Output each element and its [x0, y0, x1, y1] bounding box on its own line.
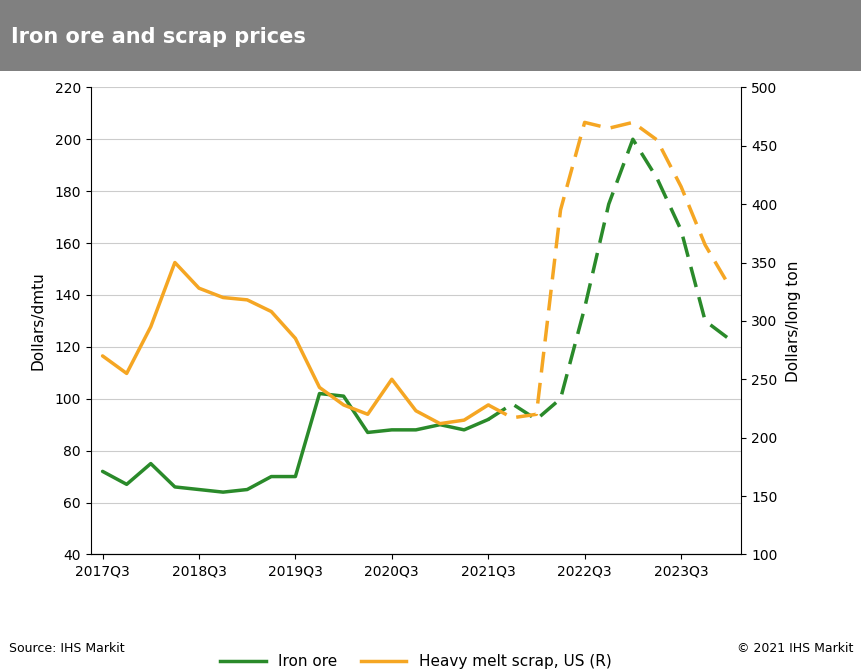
Text: Iron ore and scrap prices: Iron ore and scrap prices	[11, 27, 306, 46]
Y-axis label: Dollars/long ton: Dollars/long ton	[785, 260, 800, 382]
Text: © 2021 IHS Markit: © 2021 IHS Markit	[736, 642, 852, 655]
Y-axis label: Dollars/dmtu: Dollars/dmtu	[31, 271, 46, 370]
Legend: Iron ore, Heavy melt scrap, US (R): Iron ore, Heavy melt scrap, US (R)	[214, 648, 616, 672]
Text: Source: IHS Markit: Source: IHS Markit	[9, 642, 124, 655]
